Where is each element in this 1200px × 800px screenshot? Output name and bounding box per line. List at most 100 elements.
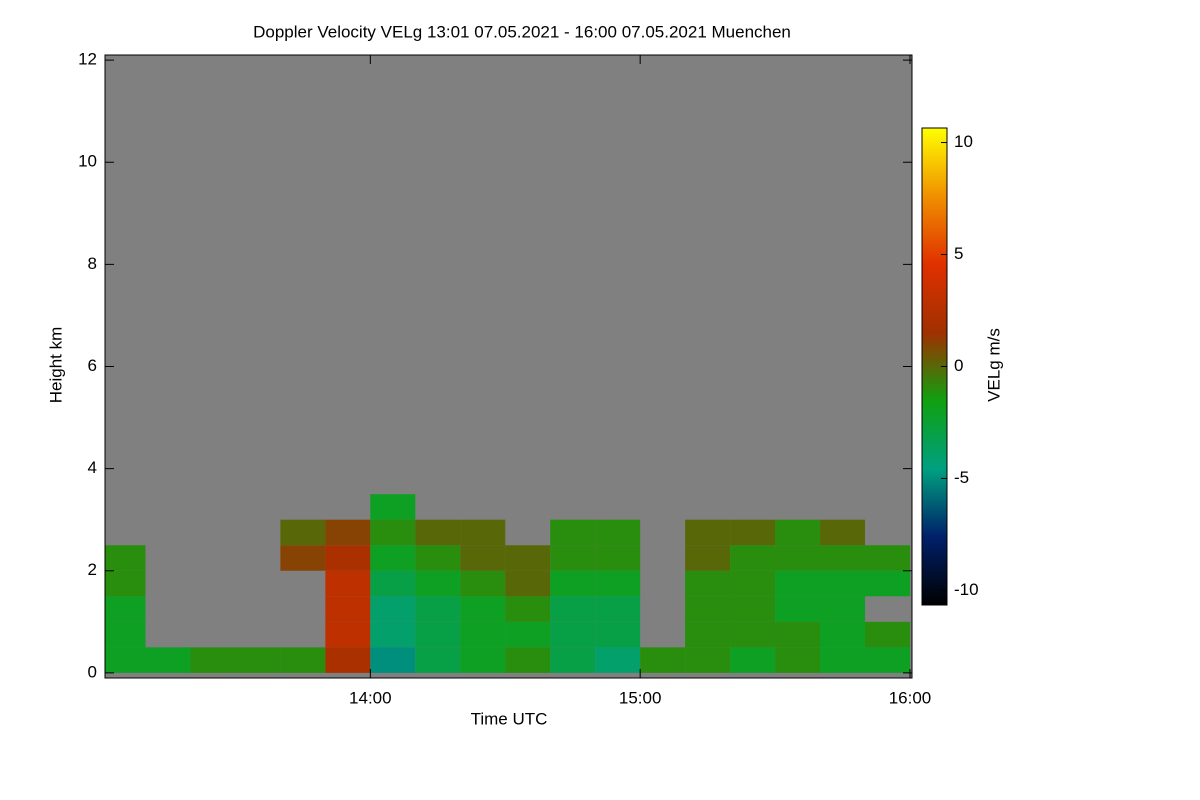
heatmap-cell <box>595 545 641 571</box>
heatmap-cell <box>370 494 416 520</box>
heatmap-cell <box>775 545 821 571</box>
heatmap-cell <box>145 647 191 673</box>
y-tick-label: 10 <box>78 152 97 171</box>
heatmap-cell <box>190 647 236 673</box>
colorbar-tick-label: 10 <box>954 132 973 151</box>
heatmap-cell <box>235 647 281 673</box>
chart-title: Doppler Velocity VELg 13:01 07.05.2021 -… <box>253 22 791 41</box>
heatmap-cell <box>820 519 866 546</box>
heatmap-cell <box>595 621 641 648</box>
colorbar-label: VELg m/s <box>984 328 1003 402</box>
y-tick-label: 0 <box>88 662 97 681</box>
heatmap-cell <box>775 596 821 622</box>
heatmap-cell <box>505 621 551 648</box>
heatmap-cell <box>460 545 506 571</box>
heatmap-cell <box>775 519 821 546</box>
x-tick-label: 15:00 <box>619 688 662 707</box>
heatmap-cell <box>415 647 461 673</box>
heatmap-cell <box>685 621 731 648</box>
heatmap-cell <box>595 596 641 622</box>
heatmap-cell <box>685 570 731 597</box>
heatmap-cell <box>415 570 461 597</box>
heatmap-cell <box>105 545 146 571</box>
heatmap-cell <box>505 647 551 673</box>
heatmap-cell <box>370 570 416 597</box>
heatmap-cell <box>595 519 641 546</box>
heatmap-cell <box>460 621 506 648</box>
heatmap-cell <box>550 519 596 546</box>
colorbar-tick-label: 0 <box>954 356 963 375</box>
heatmap-cell <box>550 647 596 673</box>
heatmap-cell <box>865 621 911 648</box>
heatmap-cell <box>820 621 866 648</box>
colorbar-tick-label: -10 <box>954 580 979 599</box>
heatmap-cell <box>550 621 596 648</box>
heatmap-cell <box>370 621 416 648</box>
heatmap-cell <box>820 596 866 622</box>
heatmap-cell <box>730 545 776 571</box>
heatmap-cell <box>415 621 461 648</box>
heatmap-cell <box>415 596 461 622</box>
heatmap-cell <box>370 596 416 622</box>
heatmap-cell <box>325 519 371 546</box>
heatmap-cell <box>370 545 416 571</box>
heatmap-cell <box>105 570 146 597</box>
heatmap-cell <box>460 596 506 622</box>
heatmap-cell <box>595 570 641 597</box>
heatmap-cell <box>105 596 146 622</box>
heatmap-cell <box>865 570 911 597</box>
heatmap-cell <box>460 647 506 673</box>
heatmap-cell <box>325 647 371 673</box>
x-tick-label: 16:00 <box>889 688 932 707</box>
heatmap-cell <box>280 545 326 571</box>
heatmap-cell <box>595 647 641 673</box>
y-axis-label: Height km <box>46 327 65 404</box>
heatmap-cell <box>730 621 776 648</box>
heatmap-cell <box>105 621 146 648</box>
heatmap-cell <box>325 545 371 571</box>
heatmap-cell <box>730 570 776 597</box>
heatmap-cell <box>325 596 371 622</box>
heatmap-cell <box>505 570 551 597</box>
heatmap-cell <box>460 519 506 546</box>
heatmap-cell <box>775 647 821 673</box>
heatmap-cell <box>775 570 821 597</box>
heatmap-cell <box>280 647 326 673</box>
heatmap-cell <box>685 545 731 571</box>
heatmap-cell <box>280 519 326 546</box>
heatmap-cell <box>865 545 911 571</box>
heatmap-cell <box>820 570 866 597</box>
heatmap-cell <box>730 596 776 622</box>
y-tick-label: 2 <box>88 560 97 579</box>
y-tick-label: 8 <box>88 254 97 273</box>
x-tick-label: 14:00 <box>349 688 392 707</box>
heatmap-cell <box>685 596 731 622</box>
heatmap-cell <box>820 545 866 571</box>
heatmap-cell <box>550 570 596 597</box>
heatmap-cell <box>685 519 731 546</box>
heatmap-cell <box>775 621 821 648</box>
heatmap-cell <box>325 621 371 648</box>
heatmap-cell <box>370 647 416 673</box>
heatmap-cell <box>460 570 506 597</box>
colorbar-tick-label: -5 <box>954 468 969 487</box>
y-tick-label: 12 <box>78 50 97 69</box>
heatmap-cell <box>820 647 866 673</box>
heatmap-cell <box>325 570 371 597</box>
heatmap-cell <box>505 545 551 571</box>
heatmap-cell <box>640 647 686 673</box>
heatmap-cell <box>685 647 731 673</box>
x-axis-label: Time UTC <box>471 709 548 728</box>
heatmap-cell <box>730 647 776 673</box>
y-tick-label: 4 <box>88 458 97 477</box>
heatmap-cell <box>730 519 776 546</box>
heatmap-cell <box>105 647 146 673</box>
heatmap-cell <box>415 519 461 546</box>
colorbar-tick-label: 5 <box>954 244 963 263</box>
heatmap-cell <box>505 596 551 622</box>
y-tick-label: 6 <box>88 356 97 375</box>
heatmap-cell <box>865 647 911 673</box>
heatmap-cell <box>370 519 416 546</box>
heatmap-cell <box>415 545 461 571</box>
